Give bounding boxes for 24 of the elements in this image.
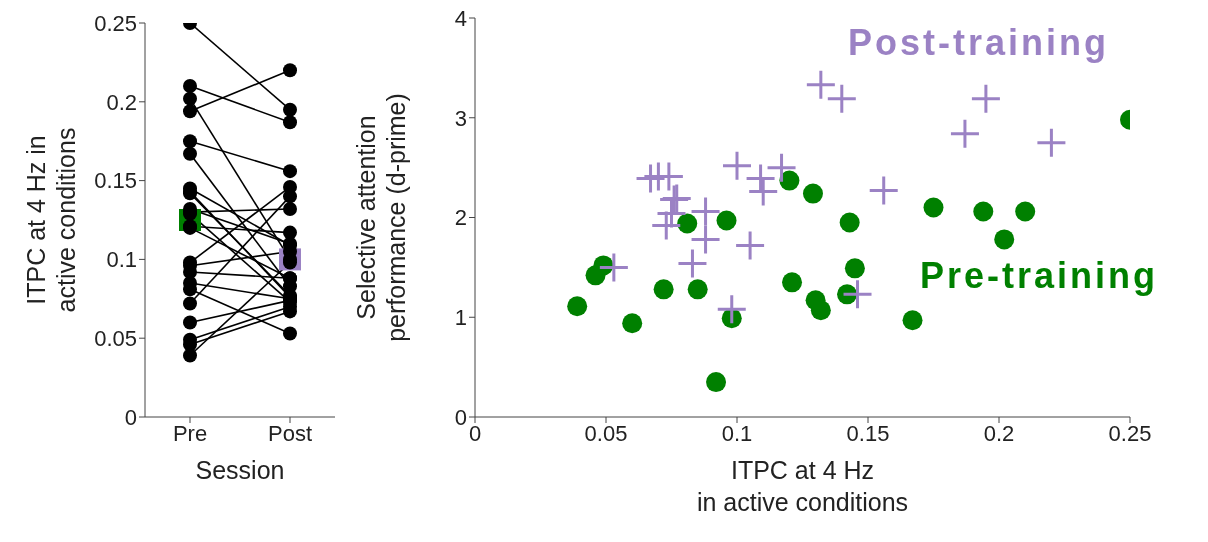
y-tick-label: 0.25 (94, 10, 137, 36)
x-axis-title: Session (195, 456, 285, 484)
y-tick-label: 2 (454, 205, 467, 231)
series-label: Post-training (848, 22, 1109, 64)
y-tick-label: 4 (454, 5, 467, 31)
x-tick-label: 0.05 (584, 420, 628, 446)
y-axis-title: ITPC at 4 Hz in active conditions (22, 127, 80, 313)
x-axis-title: ITPC at 4 Hz in active conditions (696, 456, 909, 516)
y-tick-label: 3 (454, 105, 467, 131)
x-tick-label: 0.2 (983, 420, 1015, 446)
y-tick-label: 0.2 (106, 89, 137, 115)
y-tick-label: 0.1 (106, 247, 137, 273)
y-axis-title: Selective attention performance (d-prime) (352, 93, 410, 342)
y-tick-label: 0 (454, 404, 467, 430)
y-tick-label: 1 (454, 305, 467, 331)
x-tick-label: 0.15 (846, 420, 890, 446)
y-tick-label: 0.15 (94, 168, 137, 194)
x-tick-label: 0.25 (1108, 420, 1152, 446)
x-tick-label: Pre (172, 420, 208, 446)
x-tick-label: Post (267, 420, 313, 446)
y-tick-label: 0.05 (94, 326, 137, 352)
x-tick-label: 0.1 (721, 420, 753, 446)
series-label: Pre-training (920, 255, 1159, 297)
y-tick-label: 0 (124, 404, 137, 430)
